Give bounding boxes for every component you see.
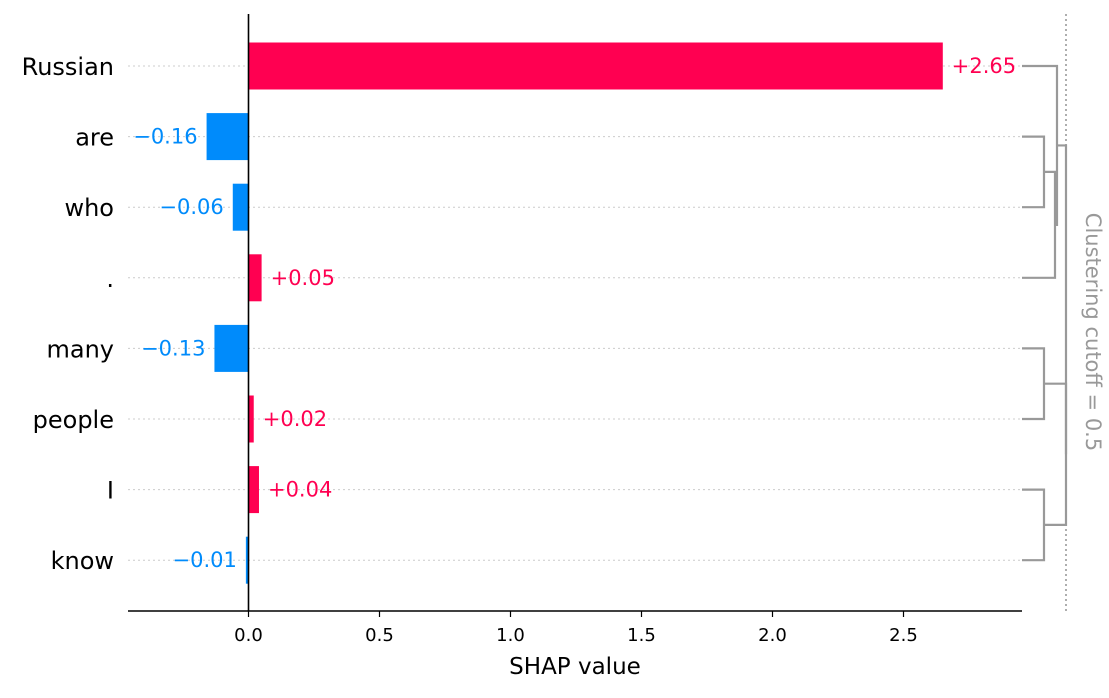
dendrogram-link-3 <box>1022 347 1046 421</box>
bar-period <box>248 254 262 302</box>
category-label-know: know <box>51 547 114 575</box>
value-label-period: +0.05 <box>271 266 335 290</box>
bar-many <box>214 324 249 372</box>
clustering-cutoff-label: Clustering cutoff = 0.5 <box>1081 213 1105 451</box>
x-tick-label-2: 1.0 <box>496 625 525 646</box>
value-label-many: −0.13 <box>141 336 205 360</box>
category-label-i: I <box>107 477 114 505</box>
category-label-are: are <box>75 124 114 152</box>
x-tick-label-3: 1.5 <box>627 625 656 646</box>
value-label-people: +0.02 <box>263 407 327 431</box>
bar-know <box>245 536 249 584</box>
dendrogram-link-1 <box>1022 170 1057 279</box>
bar-people <box>248 395 254 443</box>
dendrogram-link-5 <box>1044 382 1068 526</box>
labels: +2.65 Russian −0.16 are −0.06 who +0.05. −0.13 m… <box>22 53 1017 575</box>
category-label-russian: Russian <box>22 53 114 81</box>
dendrogram-link-6 <box>1057 144 1068 455</box>
dendrogram-link-2 <box>1022 64 1059 226</box>
dendrogram-link-4 <box>1022 488 1046 562</box>
x-tick-label-5: 2.5 <box>889 625 918 646</box>
x-tick-label-0: 0.0 <box>234 625 263 646</box>
x-axis-title: SHAP value <box>509 654 641 680</box>
value-label-i: +0.04 <box>268 478 332 502</box>
bar-russian <box>248 42 943 90</box>
grid-lines <box>128 65 1022 561</box>
bars <box>206 42 943 584</box>
bar-are <box>206 113 249 161</box>
bar-who <box>232 183 249 231</box>
category-label-who: who <box>64 194 114 222</box>
x-tick-label-1: 0.5 <box>365 625 394 646</box>
bar-i <box>248 466 259 514</box>
value-label-are: −0.16 <box>133 125 197 149</box>
clustering-dendrogram <box>1022 14 1068 612</box>
value-label-russian: +2.65 <box>952 54 1016 78</box>
x-tick-label-4: 2.0 <box>758 625 787 646</box>
value-label-who: −0.06 <box>159 195 223 219</box>
category-label-period: . <box>106 265 114 293</box>
axes: 0.0 0.5 1.0 1.5 2.0 2.5 <box>128 14 1022 646</box>
dendrogram-link-0 <box>1022 135 1046 209</box>
value-label-know: −0.01 <box>173 548 237 572</box>
category-label-people: people <box>33 406 114 434</box>
category-label-many: many <box>47 335 115 363</box>
